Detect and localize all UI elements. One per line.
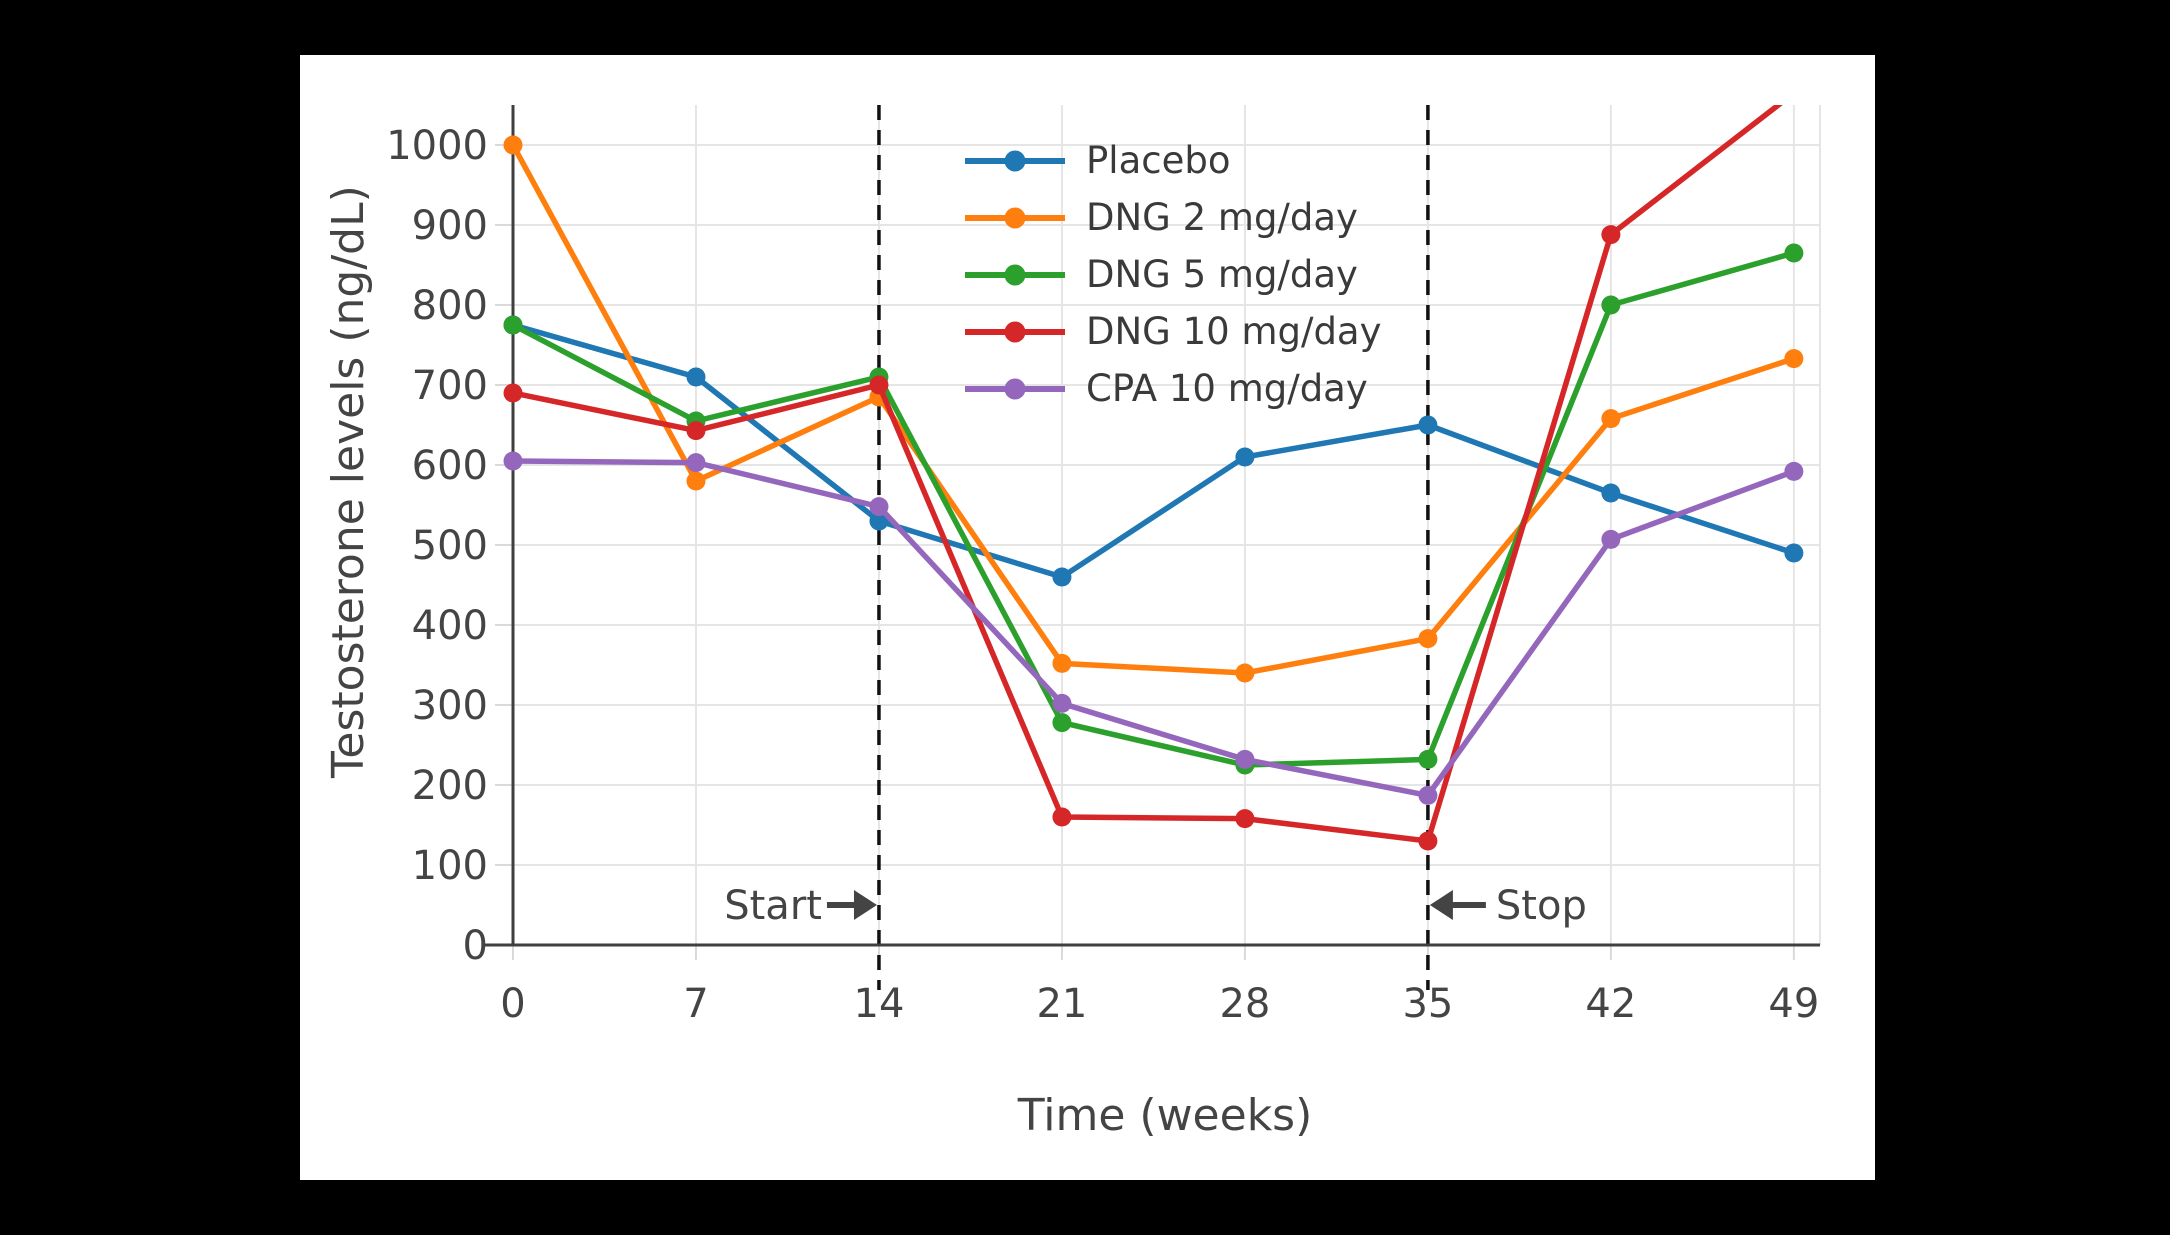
- chart-card: 0 100 200 300 400 500 600 700 800 900 1000 0 7 14 21 28…: [300, 55, 1875, 1180]
- data-point-cpa-10-mg-day-w0: [503, 451, 523, 471]
- line-chart: 0 100 200 300 400 500 600 700 800 900 1000 0 7 14 21 28…: [386, 105, 1821, 1027]
- series-line-dng-5-mg-day: [513, 250, 1795, 768]
- data-point-dng-10-mg-day-w42: [1601, 225, 1621, 245]
- series-line-cpa-10-mg-day: [513, 458, 1795, 799]
- series-line-dng-10-mg-day: [513, 105, 1783, 845]
- legend-swatch-placebo: [965, 150, 1065, 171]
- data-point-placebo-w28: [1235, 447, 1255, 467]
- y-tick-label: 900: [412, 203, 488, 249]
- tick-labels: 0 100 200 300 400 500 600 700 800 900 1000 0 7 14 21 28…: [386, 123, 1819, 1027]
- data-point-cpa-10-mg-day-w42: [1601, 529, 1621, 549]
- data-point-dng-10-mg-day-w28: [1235, 809, 1255, 829]
- x-tick-label: 0: [500, 981, 525, 1027]
- data-point-cpa-10-mg-day-w35: [1418, 785, 1438, 805]
- data-point-placebo-w14: [869, 511, 889, 531]
- right-arrowhead-icon: [853, 890, 877, 920]
- y-tick-label: 200: [412, 763, 488, 809]
- y-axis-title: Testosterone levels (ng/dL): [323, 185, 374, 778]
- legend-item-placebo[interactable]: Placebo: [963, 132, 1382, 189]
- legend-label: DNG 2 mg/day: [1086, 196, 1358, 239]
- data-point-dng-10-mg-day-w0: [503, 383, 523, 403]
- legend-label: CPA 10 mg/day: [1086, 367, 1368, 410]
- left-arrowhead-icon: [1429, 890, 1453, 920]
- legend-swatch-dng-10-mg-day: [965, 321, 1065, 342]
- x-tick-label: 7: [683, 981, 708, 1027]
- y-tick-label: 400: [412, 603, 488, 649]
- data-point-dng-2-mg-day-w49: [1784, 349, 1804, 369]
- data-point-placebo-w49: [1784, 543, 1804, 563]
- data-point-cpa-10-mg-day-w49: [1784, 461, 1804, 481]
- y-tick-label: 500: [412, 523, 488, 569]
- data-point-placebo-w42: [1601, 483, 1621, 503]
- annotation-label: Start: [724, 883, 822, 929]
- data-point-dng-10-mg-day-w21: [1052, 807, 1072, 827]
- legend-item-dng-10-mg-day[interactable]: DNG 10 mg/day: [963, 303, 1382, 360]
- x-tick-label: 35: [1402, 981, 1453, 1027]
- data-point-dng-5-mg-day-w35: [1418, 749, 1438, 769]
- y-tick-label: 700: [412, 363, 488, 409]
- x-axis-title: Time (weeks): [1017, 1090, 1313, 1141]
- legend-item-cpa-10-mg-day[interactable]: CPA 10 mg/day: [963, 360, 1382, 417]
- data-point-dng-5-mg-day-w21: [1052, 713, 1072, 733]
- legend-swatch-dng-2-mg-day: [965, 207, 1065, 228]
- legend-label: Placebo: [1086, 139, 1231, 182]
- data-point-dng-2-mg-day-w28: [1235, 663, 1255, 683]
- legend-swatch-dng-5-mg-day: [965, 264, 1065, 285]
- data-point-dng-2-mg-day-w7: [686, 471, 706, 491]
- series-dng-10-mg-day: [503, 105, 1783, 851]
- y-tick-label: 600: [412, 443, 488, 489]
- annotation-start: Start: [724, 883, 877, 929]
- y-tick-label: 800: [412, 283, 488, 329]
- data-point-dng-5-mg-day-w0: [503, 315, 523, 335]
- data-point-dng-2-mg-day-w0: [503, 135, 523, 155]
- legend-label: DNG 10 mg/day: [1086, 310, 1382, 353]
- y-tick-label: 1000: [386, 123, 488, 169]
- x-tick-label: 28: [1219, 981, 1270, 1027]
- x-tick-label: 14: [854, 981, 905, 1027]
- y-tick-label: 0: [463, 923, 488, 969]
- data-point-placebo-w21: [1052, 567, 1072, 587]
- data-point-cpa-10-mg-day-w7: [686, 453, 706, 473]
- data-point-dng-5-mg-day-w42: [1601, 295, 1621, 315]
- data-point-dng-2-mg-day-w21: [1052, 653, 1072, 673]
- legend-item-dng-5-mg-day[interactable]: DNG 5 mg/day: [963, 246, 1382, 303]
- legend-item-dng-2-mg-day[interactable]: DNG 2 mg/day: [963, 189, 1382, 246]
- series-cpa-10-mg-day: [503, 451, 1804, 805]
- legend-label: DNG 5 mg/day: [1086, 253, 1358, 296]
- data-point-dng-5-mg-day-w49: [1784, 243, 1804, 263]
- data-point-dng-2-mg-day-w42: [1601, 409, 1621, 429]
- x-tick-label: 42: [1585, 981, 1636, 1027]
- annotation-stop: Stop: [1429, 883, 1587, 929]
- annotation-label: Stop: [1496, 883, 1587, 929]
- data-point-placebo-w7: [686, 367, 706, 387]
- data-point-dng-2-mg-day-w35: [1418, 629, 1438, 649]
- data-point-cpa-10-mg-day-w21: [1052, 693, 1072, 713]
- data-point-cpa-10-mg-day-w14: [869, 497, 889, 517]
- data-point-dng-10-mg-day-w35: [1418, 831, 1438, 851]
- x-tick-label: 49: [1768, 981, 1819, 1027]
- legend: Placebo DNG 2 mg/day DNG 5 mg/day DNG 10 mg…: [963, 132, 1382, 417]
- data-point-cpa-10-mg-day-w28: [1235, 749, 1255, 769]
- legend-swatch-cpa-10-mg-day: [965, 378, 1065, 399]
- series-line-placebo: [513, 322, 1795, 581]
- y-tick-label: 300: [412, 683, 488, 729]
- data-point-dng-10-mg-day-w7: [686, 421, 706, 441]
- series-line-dng-2-mg-day: [513, 143, 1795, 676]
- y-tick-label: 100: [412, 843, 488, 889]
- x-tick-label: 21: [1036, 981, 1087, 1027]
- data-point-placebo-w35: [1418, 415, 1438, 435]
- data-point-dng-10-mg-day-w14: [869, 375, 889, 395]
